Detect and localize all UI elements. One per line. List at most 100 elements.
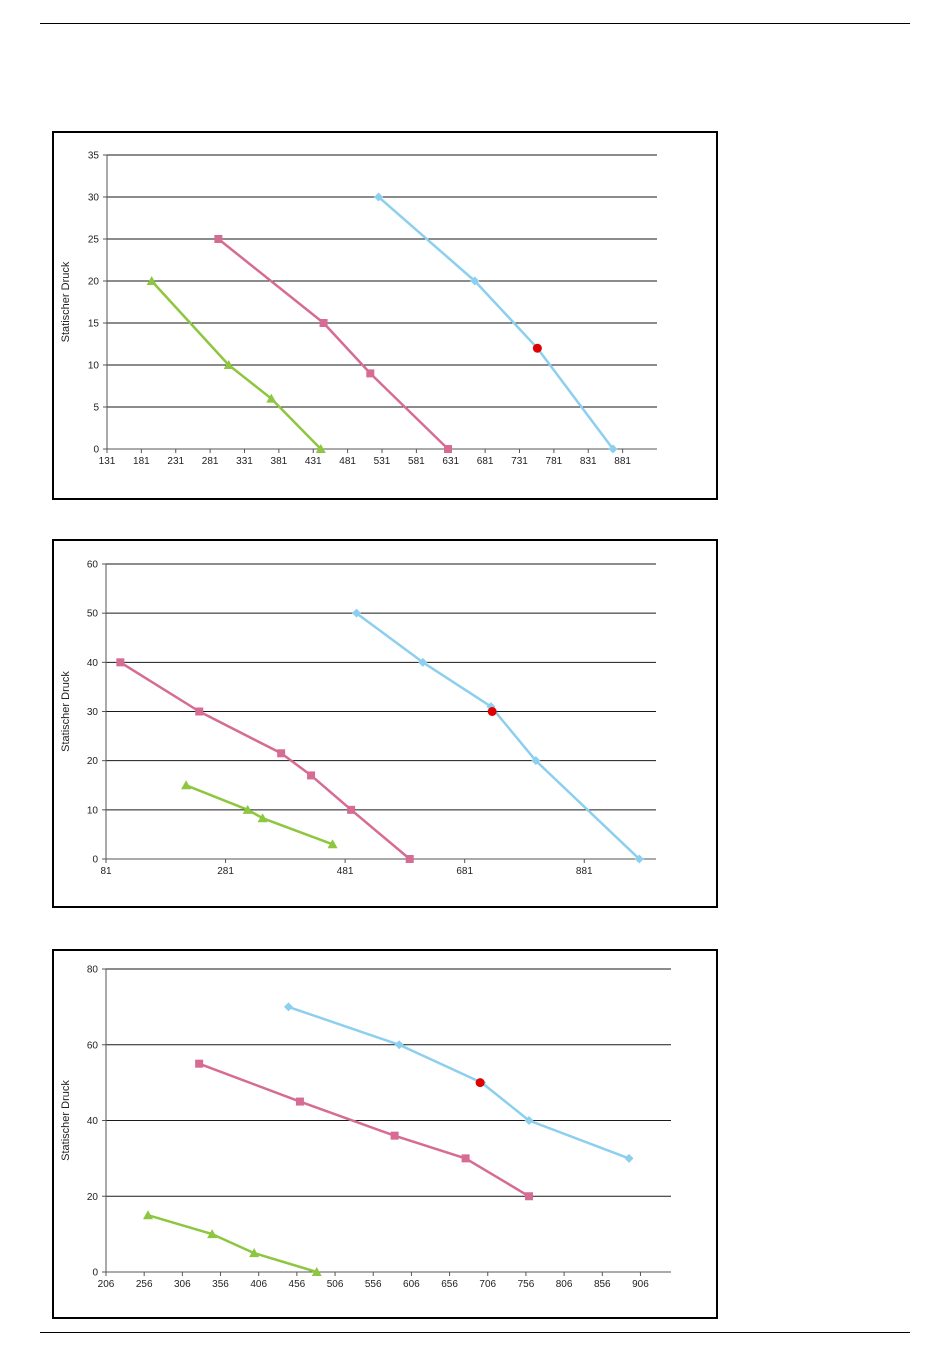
chart-3-triangle-series-point: [311, 1267, 322, 1276]
chart-1-triangle-series-point: [315, 444, 326, 453]
chart-3-xtick-label: 356: [212, 1279, 229, 1290]
chart-1-xtick-label: 131: [99, 456, 116, 467]
chart-1-operating-point: [532, 343, 542, 353]
chart-2-triangle-series-point: [242, 804, 253, 814]
chart-1-xtick-label: 381: [271, 456, 288, 467]
chart-2-triangle-series-point: [257, 813, 268, 823]
chart-3-square-series-point: [195, 1059, 204, 1068]
chart-1-diamond-series-point: [608, 444, 618, 454]
chart-1-diamond-series-point: [470, 276, 480, 286]
chart-3-diamond-series-point: [394, 1040, 404, 1050]
chart-1-xtick-label: 431: [305, 456, 322, 467]
chart-3-triangle-series-point: [249, 1248, 260, 1258]
chart-1-xtick-label: 781: [546, 456, 563, 467]
chart-3-y-axis-title: Statischer Druck: [60, 1080, 72, 1161]
chart-3-diamond-series-point: [524, 1116, 534, 1125]
chart-1-xtick-label: 531: [374, 456, 391, 467]
chart-2-square-series-point: [405, 855, 414, 863]
chart-2-svg: 0 10 20 30 40 50 60 81 281 481 681 881 Statischer Dr…: [60, 560, 656, 877]
chart-2-diamond-series-point: [418, 657, 428, 667]
chart-3-xtick-label: 656: [441, 1279, 458, 1290]
chart-3-xtick-label: 406: [250, 1279, 267, 1290]
chart-1-square-series-point: [319, 319, 328, 327]
chart-1-y-axis-title: Statischer Druck: [60, 261, 72, 342]
chart-1-square-series-line: [217, 238, 449, 450]
chart-1-ytick-label: 30: [88, 193, 100, 204]
chart-1-xtick-label: 631: [442, 456, 459, 467]
chart-3-operating-point: [475, 1078, 485, 1088]
chart-3-xtick-label: 606: [403, 1279, 420, 1290]
chart-1-triangle-series-point: [146, 276, 157, 285]
chart-1-frame: 0 5 10 15 20 25 30 35 131 181 231 281 331 381 431 481 53…: [52, 131, 718, 500]
chart-2-ytick-label: 20: [87, 756, 99, 767]
chart-1-ytick-label: 10: [88, 361, 100, 372]
chart-3-triangle-series-point: [207, 1229, 218, 1239]
chart-3-xtick-label: 556: [365, 1279, 382, 1290]
chart-1-ytick-label: 25: [88, 235, 100, 246]
chart-3-xtick-label: 456: [289, 1279, 306, 1290]
chart-3-ytick-label: 40: [87, 1116, 99, 1127]
chart-2-diamond-series-line: [355, 612, 641, 860]
chart-3-xtick-label: 306: [174, 1279, 191, 1290]
chart-1-xtick-label: 881: [614, 456, 631, 467]
chart-3-ytick-label: 0: [92, 1268, 98, 1279]
chart-3-xtick-label: 756: [518, 1279, 535, 1290]
chart-2-ytick-label: 10: [87, 805, 99, 816]
chart-1-ytick-label: 20: [88, 277, 100, 288]
chart-1-triangle-series-point: [266, 393, 277, 403]
chart-3-xtick-label: 256: [136, 1279, 153, 1290]
chart-3-triangle-series-point: [142, 1210, 153, 1220]
chart-1-xtick-label: 681: [477, 456, 494, 467]
chart-2-ytick-label: 50: [87, 609, 99, 620]
chart-2-square-series-point: [195, 707, 204, 716]
chart-1-xtick-label: 331: [236, 456, 253, 467]
chart-3-xtick-label: 706: [479, 1279, 496, 1290]
chart-1-ytick-label: 5: [93, 403, 99, 414]
chart-1-ytick-label: 35: [88, 151, 100, 162]
chart-1-xtick-label: 181: [133, 456, 150, 467]
chart-2-diamond-series-point: [351, 608, 361, 618]
chart-1-diamond-series-point: [374, 192, 384, 202]
chart-2-ytick-label: 40: [87, 658, 99, 669]
chart-2-diamond-series-point: [531, 756, 541, 766]
chart-1-square-series-point: [366, 369, 375, 378]
chart-2-xtick-label: 481: [337, 866, 354, 877]
chart-1-square-series-point: [214, 235, 223, 243]
chart-2-ytick-label: 30: [87, 707, 99, 718]
footer-rule: [40, 1332, 910, 1333]
chart-3-triangle-series-line: [147, 1214, 318, 1274]
chart-2-diamond-series-point: [634, 854, 644, 864]
chart-3-diamond-series-line: [288, 1005, 630, 1160]
chart-1-xtick-label: 481: [339, 456, 356, 467]
chart-3-xtick-label: 206: [98, 1279, 115, 1290]
chart-3-xtick-label: 506: [327, 1279, 344, 1290]
chart-2-square-series-point: [116, 658, 125, 667]
chart-1-ytick-label: 0: [93, 445, 99, 456]
chart-3-square-series-point: [390, 1131, 399, 1140]
chart-1-xtick-label: 231: [167, 456, 184, 467]
chart-2-xtick-label: 281: [217, 866, 234, 877]
chart-1-xtick-label: 831: [580, 456, 597, 467]
chart-2-triangle-series-point: [181, 780, 192, 790]
chart-1-xtick-label: 731: [511, 456, 528, 467]
chart-1-xtick-label: 281: [202, 456, 219, 467]
chart-2-ytick-label: 0: [92, 855, 98, 866]
chart-3-square-series-point: [295, 1097, 304, 1106]
chart-1-svg: 0 5 10 15 20 25 30 35 131 181 231 281 331 381 431 481 53…: [60, 151, 657, 467]
chart-1-square-series-point: [444, 445, 452, 453]
chart-2-square-series-point: [277, 749, 286, 758]
chart-3-diamond-series-point: [624, 1153, 634, 1163]
chart-2-square-series-line: [119, 661, 411, 860]
chart-3-square-series-point: [461, 1154, 470, 1163]
chart-3-frame: 0 20 40 60 80 206 256 306 356 406 456 506 556 606 656 7…: [52, 949, 718, 1319]
chart-1-diamond-series-line: [377, 196, 614, 450]
chart-1-triangle-series-point: [223, 360, 234, 369]
chart-2-xtick-label: 681: [456, 866, 473, 877]
chart-3-ytick-label: 60: [87, 1040, 99, 1051]
chart-3-ytick-label: 20: [87, 1192, 99, 1203]
chart-3-svg: 0 20 40 60 80 206 256 306 356 406 456 506 556 606 656 7…: [60, 965, 671, 1290]
chart-3-diamond-series-point: [283, 1002, 293, 1012]
chart-3-xtick-label: 806: [556, 1279, 573, 1290]
header-rule: [40, 23, 910, 24]
chart-2-y-axis-title: Statischer Druck: [60, 671, 72, 752]
